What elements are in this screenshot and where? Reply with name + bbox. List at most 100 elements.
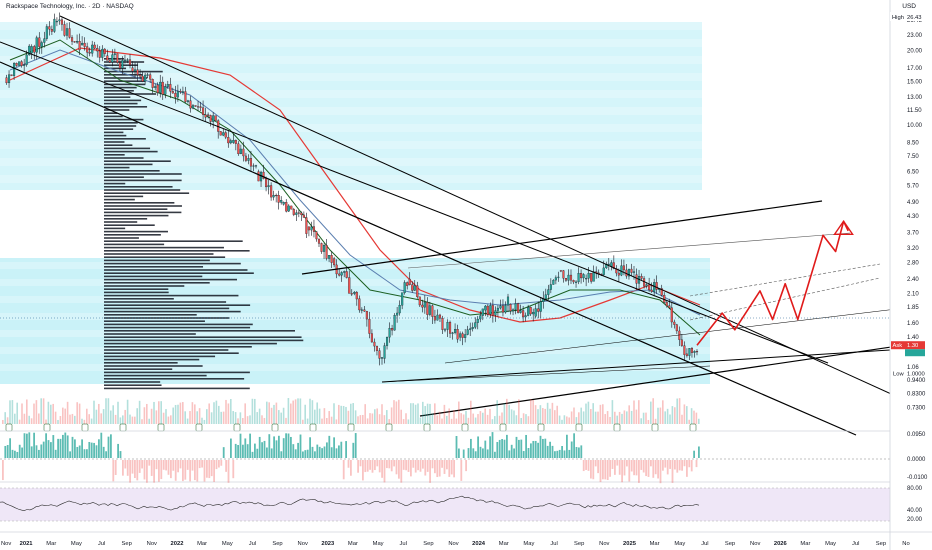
candle	[557, 276, 560, 278]
candle	[456, 329, 459, 340]
channel-mid-line	[381, 348, 906, 383]
oscillator-bar	[273, 436, 275, 458]
x-tick-label: Nov	[750, 541, 760, 547]
volume-bar	[414, 404, 417, 424]
oscillator-bar	[302, 451, 304, 458]
volume-profile-bar	[104, 349, 229, 351]
y-tick-label: 23.00	[907, 33, 923, 39]
candle	[320, 243, 323, 252]
oscillator-bar	[470, 438, 472, 458]
volume-bar	[38, 413, 40, 424]
zone-band	[0, 313, 710, 320]
volume-bar	[527, 416, 530, 424]
candle	[340, 272, 343, 276]
zone-band	[0, 296, 710, 303]
volume-bar	[246, 416, 249, 424]
volume-bar	[474, 417, 477, 424]
volume-profile-bar	[104, 230, 168, 233]
currency-label: USD	[902, 3, 916, 10]
volume-bar	[42, 398, 45, 424]
oscillator-bar	[102, 446, 105, 458]
rsi-line	[0, 495, 700, 512]
candle	[60, 19, 64, 25]
volume-bar	[580, 407, 582, 424]
volume-bar	[138, 400, 141, 424]
oscillator-bar	[374, 460, 376, 471]
candle	[685, 353, 688, 356]
candle	[265, 178, 268, 188]
price-axis-bg	[890, 0, 932, 550]
candle	[438, 314, 442, 319]
oscillator-bar	[282, 438, 285, 458]
oscillator-bar	[182, 460, 184, 482]
candle	[290, 205, 293, 210]
oscillator-bar	[141, 460, 143, 469]
candle	[111, 54, 114, 63]
oscillator-bar	[304, 450, 307, 458]
x-tick-label: Mar	[46, 541, 56, 547]
y-tick-label: 20.00	[907, 48, 923, 54]
volume-bar	[220, 411, 222, 424]
volume-profile-bar	[104, 256, 226, 258]
oscillator-bar	[242, 444, 244, 458]
volume-bar	[354, 410, 357, 424]
candle	[393, 315, 396, 331]
oscillator-bar	[453, 460, 455, 478]
candle	[285, 202, 288, 212]
oscillator-bar	[659, 460, 662, 484]
y-tick-label: 8.50	[907, 141, 919, 147]
oscillator-bar	[690, 460, 693, 472]
volume-profile-bar	[104, 330, 295, 332]
volume-bar	[345, 406, 347, 424]
oscillator-bar	[69, 451, 71, 458]
oscillator-bar	[220, 460, 223, 466]
oscillator-bar	[556, 450, 559, 458]
oscillator-bar	[280, 451, 283, 458]
volume-bar	[155, 410, 158, 424]
oscillator-bar	[419, 460, 422, 472]
candle	[383, 345, 386, 359]
volume-profile-bar	[104, 320, 205, 322]
volume-profile-bar	[104, 176, 144, 178]
candle	[91, 44, 94, 54]
oscillator-bar	[654, 460, 657, 475]
volume-bar	[174, 404, 177, 424]
oscillator-bar	[251, 451, 254, 458]
oscillator-bar	[186, 460, 189, 470]
oscillator-bar	[218, 460, 220, 468]
candle	[181, 91, 184, 93]
y-tick-label: 1.06	[907, 365, 919, 371]
volume-bar	[251, 398, 254, 424]
oscillator-bar	[388, 460, 391, 469]
volume-bar	[201, 417, 203, 424]
volume-bar	[599, 404, 602, 424]
zone-band	[0, 175, 702, 183]
volume-bar	[405, 413, 407, 424]
y-tick-label: 1.60	[907, 321, 919, 327]
x-tick-label: Jul	[852, 541, 859, 547]
oscillator-bar	[328, 435, 331, 458]
candle	[675, 324, 678, 332]
rsi-tick-label: 20.00	[907, 517, 923, 523]
volume-bar	[554, 410, 556, 424]
x-tick-label: May	[674, 541, 685, 547]
oscillator-bar	[462, 449, 465, 458]
volume-profile-bar	[104, 381, 161, 383]
volume-bar	[640, 418, 642, 424]
oscillator-bar	[222, 447, 225, 458]
oscillator-bar	[544, 438, 547, 458]
volume-bar	[6, 417, 9, 424]
candle	[161, 81, 164, 95]
volume-bar	[302, 419, 304, 424]
oscillator-bar	[93, 442, 95, 458]
volume-bar	[374, 409, 376, 424]
oscillator-bar	[539, 435, 542, 458]
volume-bar	[506, 398, 508, 424]
volume-bar	[150, 408, 153, 424]
candle	[202, 107, 205, 115]
oscillator-bar	[112, 460, 115, 482]
oscillator-bar	[578, 447, 580, 458]
candle	[484, 305, 487, 311]
oscillator-bar	[549, 441, 551, 458]
